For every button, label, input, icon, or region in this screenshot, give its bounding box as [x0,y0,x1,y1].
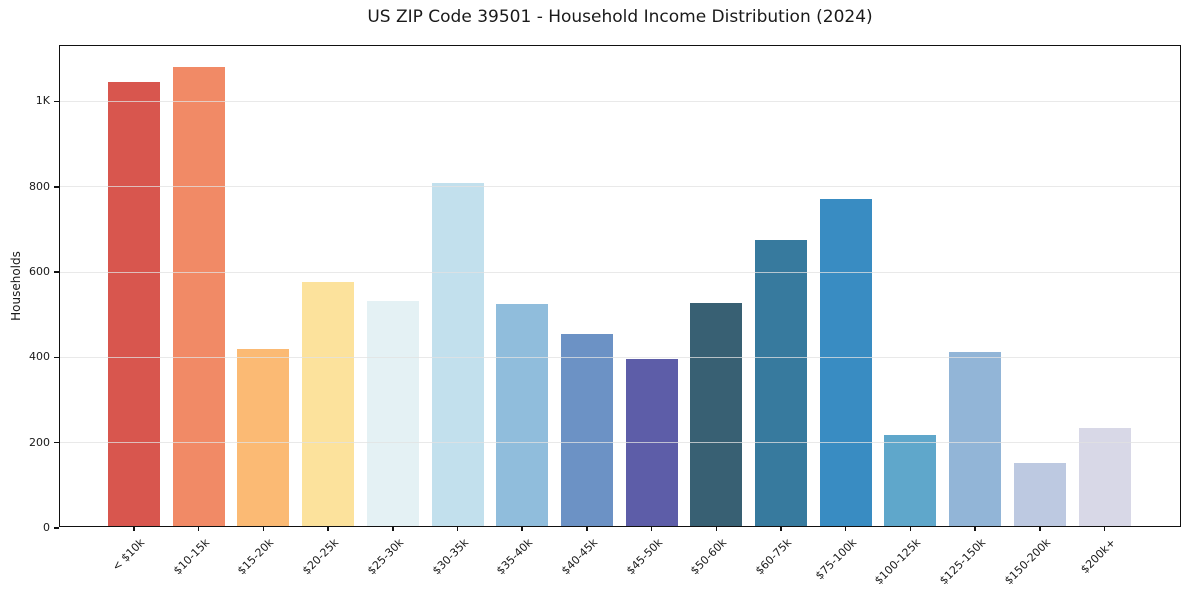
x-tick-label: $40-45k [558,536,601,578]
x-tick-label: $15-20k [235,536,277,578]
y-tick-mark [53,356,59,359]
x-tick-mark [586,526,588,531]
gridline-y-1K [60,100,1180,102]
x-tick-label: $150-200k [1001,536,1053,588]
x-tick-label: $75-100k [812,536,859,583]
y-tick-label: 400 [29,350,50,364]
y-tick-label: 200 [29,435,50,449]
gridline-y-400 [60,356,1180,358]
y-tick-label: 0 [43,521,50,534]
gridline-y-600 [60,271,1180,273]
x-tick-mark [844,526,847,531]
y-tick-label: 600 [29,265,50,279]
x-tick-mark [456,526,459,531]
bar-$25-30k [366,300,419,526]
bar-$75-100k [819,198,872,526]
x-tick-label: $125-150k [937,536,989,588]
x-tick-mark [1039,526,1041,531]
bar-$40-45k [560,333,613,526]
x-tick-mark [650,526,653,531]
bar-$125-150k [949,352,1002,526]
x-tick-label: $35-40k [494,536,536,578]
x-tick-mark [392,526,394,531]
x-tick-mark [262,526,265,531]
bar-$60-75k [755,239,807,526]
x-tick-label: < $10k [109,536,148,574]
y-tick-mark [53,100,59,103]
x-tick-mark [521,526,523,531]
bar-$45-50k [625,359,678,526]
bar-$200k+ [1078,428,1131,526]
x-tick-label: $200k+ [1077,536,1118,577]
x-tick-label: $100-125k [872,536,924,588]
x-tick-mark [974,526,976,531]
x-tick-label: $45-50k [623,536,665,578]
plot-area: 0 200 400 600 800 1K < $10k $10-15k $15-20k $20-2… [29,45,1181,587]
bar-$15-20k [237,349,290,526]
bar-$10-15k [172,66,225,526]
y-tick-label: 800 [29,179,50,193]
x-tick-label: $30-35k [429,536,471,578]
bar-$35-40k [496,303,549,526]
x-tick-label: $20-25k [300,536,342,578]
x-tick-label: $50-60k [688,536,730,578]
x-tick-mark [1103,526,1106,531]
bar-$150-200k [1013,462,1066,526]
x-tick-mark [780,526,782,531]
bar-$20-25k [302,282,355,526]
x-tick-label: $10-15k [170,536,212,578]
x-tick-mark [715,526,718,531]
x-tick-label: $60-75k [752,536,795,578]
y-tick-mark [53,186,59,188]
x-tick-mark [197,526,200,531]
chart-title: US ZIP Code 39501 - Household Income Dis… [367,7,873,27]
y-tick-label: 1K [35,94,50,108]
y-tick-mark [53,271,59,273]
y-axis-label: Households [9,251,23,321]
bar-$50-60k [690,302,743,526]
y-tick-mark [53,441,59,444]
bar-< $10k [108,81,160,526]
x-tick-mark [327,526,329,531]
bar-$30-35k [431,183,484,526]
x-tick-mark [909,526,912,531]
x-tick-mark [133,526,135,531]
y-tick-mark [53,527,59,529]
bar-$100-125k [884,434,937,526]
x-tick-label: $25-30k [364,536,406,578]
gridline-y-800 [60,186,1180,188]
gridline-y-200 [60,442,1180,444]
